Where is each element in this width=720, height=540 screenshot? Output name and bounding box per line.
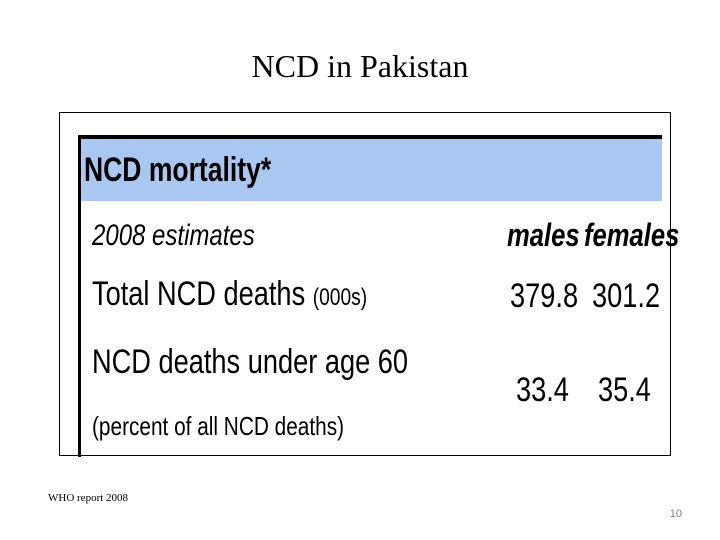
row-under60-sublabel: (percent of all NCD deaths) bbox=[92, 411, 345, 441]
column-header-males: males bbox=[507, 217, 580, 253]
footer-source: WHO report 2008 bbox=[48, 492, 129, 504]
row-under60-males: 33.4 bbox=[516, 371, 569, 409]
row-total-deaths-text: Total NCD deaths bbox=[92, 275, 306, 313]
table-header: NCD mortality* bbox=[84, 151, 272, 189]
row-under60-females: 35.4 bbox=[598, 371, 651, 409]
slide-number: 10 bbox=[669, 508, 682, 520]
row-total-deaths-females: 301.2 bbox=[592, 277, 661, 315]
row-total-deaths-unit: (000s) bbox=[312, 284, 368, 311]
table-left-rule bbox=[78, 135, 81, 457]
row-total-deaths-label: Total NCD deaths (000s) bbox=[92, 275, 367, 314]
row-under60-label: NCD deaths under age 60 bbox=[92, 343, 409, 381]
ncd-mortality-table: NCD mortality* 2008 estimates males fema… bbox=[59, 112, 679, 457]
table-header-band bbox=[81, 139, 662, 201]
table-top-rule bbox=[78, 135, 662, 139]
estimates-label: 2008 estimates bbox=[92, 219, 255, 252]
row-total-deaths-males: 379.8 bbox=[510, 277, 579, 315]
column-header-females: females bbox=[584, 217, 680, 253]
slide-title: NCD in Pakistan bbox=[251, 48, 469, 84]
